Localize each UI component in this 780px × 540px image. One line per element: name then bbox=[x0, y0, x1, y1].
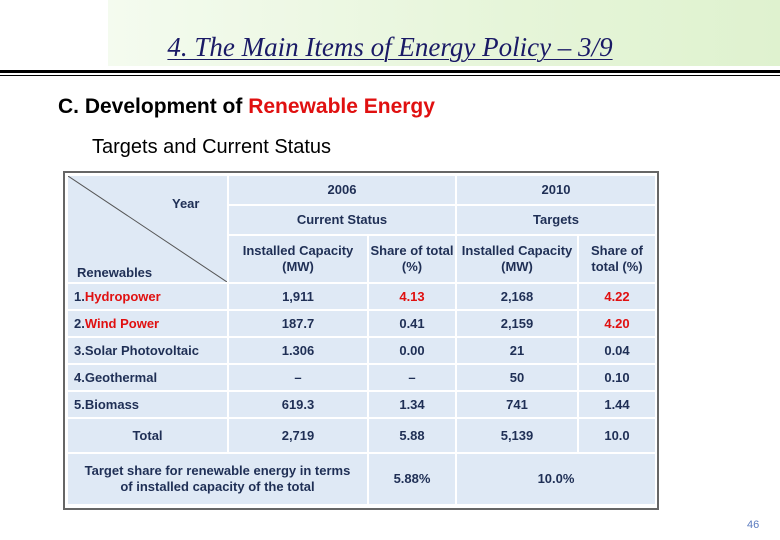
targets-header: Targets bbox=[457, 206, 655, 234]
title-band bbox=[108, 0, 780, 66]
table-cell: 2,159 bbox=[457, 311, 577, 336]
page-number: 46 bbox=[747, 519, 760, 531]
energy-table: Year Renewables 2006 2010 Current Status… bbox=[63, 171, 659, 510]
col-share-2006: Share of total (%) bbox=[369, 236, 455, 282]
slide-title: 4. The Main Items of Energy Policy – 3/9 bbox=[167, 32, 613, 62]
table-cell: 1.34 bbox=[369, 392, 455, 417]
row-name-text: Geothermal bbox=[84, 369, 158, 385]
target-share-2010: 10.0% bbox=[457, 454, 655, 504]
title-rule-thick bbox=[0, 70, 780, 73]
table-cell: 50 bbox=[457, 365, 577, 390]
row-name-text: Hydropower bbox=[84, 288, 161, 304]
corner-year-label: Year bbox=[172, 196, 200, 211]
table-cell: 4.13 bbox=[369, 284, 455, 309]
current-status-header: Current Status bbox=[229, 206, 455, 234]
section-heading: C. Development of Renewable Energy bbox=[58, 95, 435, 119]
table-cell: 21 bbox=[457, 338, 577, 363]
total-share-2006: 5.88 bbox=[369, 419, 455, 452]
table-cell: 1.306 bbox=[229, 338, 367, 363]
table-cell: 1,911 bbox=[229, 284, 367, 309]
table-cell: 741 bbox=[457, 392, 577, 417]
row-name-5: 5. Biomass bbox=[68, 392, 227, 417]
section-heading-highlight: Renewable Energy bbox=[248, 95, 435, 118]
row-num: 2. bbox=[74, 315, 85, 331]
table-cell: 0.00 bbox=[369, 338, 455, 363]
target-share-2006: 5.88% bbox=[369, 454, 455, 504]
corner-header-cell: Year Renewables bbox=[68, 176, 227, 282]
table-cell: 4.20 bbox=[579, 311, 655, 336]
row-num: 5. bbox=[74, 396, 85, 412]
total-cap-2010: 5,139 bbox=[457, 419, 577, 452]
target-share-label: Target share for renewable energy in ter… bbox=[68, 454, 367, 504]
table-cell: 0.04 bbox=[579, 338, 655, 363]
row-num: 4. bbox=[74, 369, 85, 385]
row-name-1: 1. Hydropower bbox=[68, 284, 227, 309]
row-name-text: Solar Photovoltaic bbox=[84, 342, 199, 358]
row-name-3: 3. Solar Photovoltaic bbox=[68, 338, 227, 363]
table-cell: 0.41 bbox=[369, 311, 455, 336]
row-num: 3. bbox=[74, 342, 85, 358]
col-installed-2006: Installed Capacity (MW) bbox=[229, 236, 367, 282]
total-label: Total bbox=[68, 419, 227, 452]
diagonal-divider bbox=[68, 176, 227, 282]
corner-renewables-label: Renewables bbox=[77, 265, 153, 280]
table-cell: 0.10 bbox=[579, 365, 655, 390]
table-cell: 2,168 bbox=[457, 284, 577, 309]
row-num: 1. bbox=[74, 288, 85, 304]
total-share-2010: 10.0 bbox=[579, 419, 655, 452]
table-cell: 4.22 bbox=[579, 284, 655, 309]
table-cell: – bbox=[229, 365, 367, 390]
section-subheading: Targets and Current Status bbox=[92, 136, 332, 158]
col-share-2010: Share of total (%) bbox=[579, 236, 655, 282]
row-name-text: Wind Power bbox=[84, 315, 160, 331]
table-cell: 1.44 bbox=[579, 392, 655, 417]
year-2010-header: 2010 bbox=[457, 176, 655, 204]
col-installed-2010: Installed Capacity (MW) bbox=[457, 236, 577, 282]
year-2006-header: 2006 bbox=[229, 176, 455, 204]
table-cell: – bbox=[369, 365, 455, 390]
table-cell: 187.7 bbox=[229, 311, 367, 336]
title-rule-thin bbox=[0, 75, 780, 76]
row-name-text: Biomass bbox=[84, 396, 140, 412]
row-name-2: 2. Wind Power bbox=[68, 311, 227, 336]
table-cell: 619.3 bbox=[229, 392, 367, 417]
row-name-4: 4. Geothermal bbox=[68, 365, 227, 390]
section-heading-prefix: C. Development of bbox=[58, 95, 249, 118]
total-cap-2006: 2,719 bbox=[229, 419, 367, 452]
